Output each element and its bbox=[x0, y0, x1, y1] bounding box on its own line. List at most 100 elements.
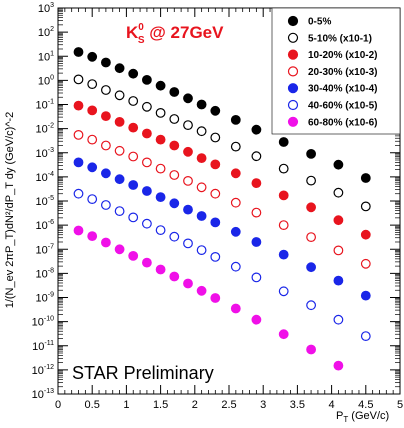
data-point bbox=[278, 163, 289, 174]
legend-label: 30-40% (x10-4) bbox=[308, 84, 377, 95]
data-point bbox=[73, 47, 84, 57]
data-point bbox=[210, 251, 221, 262]
data-point bbox=[230, 197, 241, 208]
data-point bbox=[333, 360, 344, 371]
data-point bbox=[306, 300, 317, 311]
data-point bbox=[278, 329, 289, 340]
data-point bbox=[87, 51, 98, 62]
legend-marker bbox=[287, 32, 299, 43]
data-point bbox=[278, 190, 289, 201]
data-point bbox=[114, 174, 125, 185]
data-point bbox=[251, 151, 262, 162]
data-point bbox=[251, 314, 262, 325]
data-point bbox=[196, 285, 207, 296]
data-point bbox=[128, 68, 139, 79]
data-point bbox=[100, 57, 111, 68]
data-point bbox=[333, 187, 344, 198]
data-point bbox=[333, 314, 344, 325]
legend-label: 20-30% (x10-3) bbox=[308, 67, 377, 78]
y-axis-label: 1/(N_ev 2πP_T)dN²/dP_T dy (GeV/c)^-2 bbox=[4, 112, 16, 309]
data-point bbox=[155, 134, 166, 145]
x-tick-label: 4 bbox=[329, 399, 335, 411]
data-point bbox=[196, 99, 207, 110]
data-point bbox=[169, 114, 180, 124]
x-tick-label: 3.5 bbox=[290, 399, 305, 411]
y-tick-label: 10-3 bbox=[36, 147, 55, 160]
x-tick-label: 0 bbox=[55, 399, 61, 411]
y-tick-label: 10-2 bbox=[36, 123, 55, 136]
data-point bbox=[360, 258, 371, 269]
data-point bbox=[230, 168, 241, 179]
data-point bbox=[278, 137, 289, 147]
legend-marker bbox=[287, 49, 299, 60]
y-tick-label: 10-13 bbox=[32, 388, 54, 401]
data-point bbox=[278, 220, 289, 231]
data-point bbox=[306, 148, 317, 159]
data-point bbox=[360, 331, 371, 342]
data-point bbox=[114, 206, 125, 217]
data-point bbox=[183, 204, 193, 215]
data-point bbox=[169, 170, 180, 180]
data-point bbox=[114, 90, 125, 101]
data-point bbox=[73, 74, 84, 85]
legend-label: 5-10% (x10-1) bbox=[308, 33, 372, 44]
data-point bbox=[360, 229, 371, 240]
data-point bbox=[183, 175, 193, 186]
x-tick-label: 5 bbox=[397, 399, 403, 411]
series-group bbox=[73, 74, 371, 212]
data-point bbox=[230, 261, 241, 272]
data-point bbox=[155, 80, 166, 91]
data-point bbox=[210, 188, 221, 199]
y-tick-label: 10-6 bbox=[36, 219, 55, 232]
legend-marker bbox=[287, 99, 299, 111]
legend-label: 40-60% (x10-5) bbox=[308, 101, 377, 112]
data-point bbox=[87, 162, 98, 173]
preliminary-annotation: STAR Preliminary bbox=[72, 363, 214, 383]
data-point bbox=[169, 140, 180, 151]
data-point bbox=[100, 200, 111, 210]
x-tick-label: 4.5 bbox=[358, 399, 373, 411]
x-tick-label: 2.5 bbox=[221, 399, 236, 411]
data-point bbox=[155, 107, 166, 118]
data-point bbox=[114, 145, 125, 156]
series-group bbox=[73, 100, 371, 240]
data-point bbox=[230, 141, 241, 152]
series-group bbox=[73, 47, 371, 183]
data-point bbox=[155, 163, 166, 174]
data-point bbox=[141, 218, 152, 229]
y-tick-label: 10-4 bbox=[36, 171, 55, 184]
y-tick-label: 101 bbox=[38, 50, 54, 63]
y-tick-label: 100 bbox=[38, 74, 54, 87]
data-point bbox=[128, 180, 139, 190]
data-point bbox=[87, 134, 98, 145]
legend-label: 60-80% (x10-6) bbox=[308, 117, 377, 128]
series-group bbox=[73, 225, 344, 371]
data-point bbox=[230, 114, 241, 125]
data-point bbox=[196, 126, 207, 137]
data-point bbox=[306, 232, 317, 243]
data-point bbox=[306, 262, 317, 273]
data-point bbox=[230, 303, 241, 314]
data-point bbox=[128, 151, 139, 162]
data-point bbox=[169, 231, 180, 242]
data-point bbox=[100, 85, 111, 95]
data-point bbox=[73, 100, 84, 111]
data-point bbox=[230, 226, 241, 237]
data-point bbox=[333, 245, 344, 256]
data-point bbox=[333, 159, 344, 170]
y-tick-label: 10-7 bbox=[36, 243, 55, 256]
data-point bbox=[169, 198, 180, 209]
data-point bbox=[155, 225, 166, 236]
data-point bbox=[210, 159, 221, 170]
data-point bbox=[278, 286, 289, 297]
x-tick-label: 2 bbox=[192, 399, 198, 411]
data-point bbox=[251, 272, 262, 283]
legend-label: 10-20% (x10-2) bbox=[308, 50, 377, 61]
data-point bbox=[210, 105, 221, 116]
data-point bbox=[360, 290, 371, 301]
data-point bbox=[210, 293, 221, 303]
series-group bbox=[73, 157, 371, 301]
data-point bbox=[73, 225, 84, 236]
data-point bbox=[196, 182, 207, 193]
